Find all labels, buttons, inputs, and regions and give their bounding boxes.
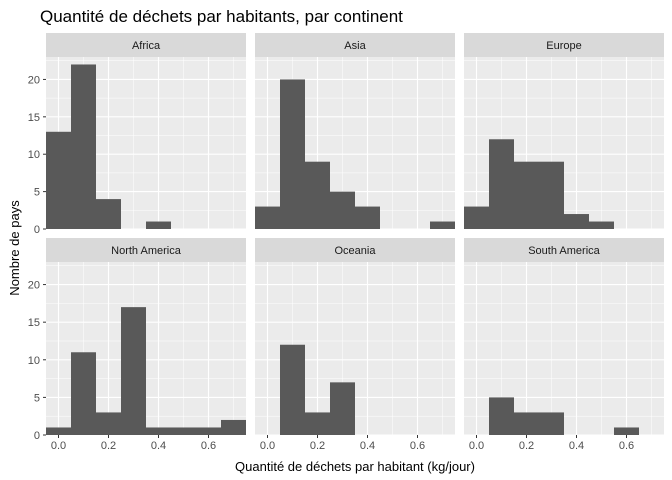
- x-tick-label: 0.4: [569, 440, 584, 452]
- histogram-bar: [196, 427, 221, 435]
- facet-strip: [464, 33, 664, 57]
- histogram-bar: [514, 161, 539, 229]
- x-tick-label: 0.4: [360, 440, 375, 452]
- facet-strip: [46, 33, 246, 57]
- facet-strip: [255, 238, 455, 262]
- histogram-bar: [589, 221, 614, 229]
- histogram-bar: [46, 427, 71, 435]
- facet-strip-label: Oceania: [335, 245, 377, 257]
- chart-title: Quantité de déchets par habitants, par c…: [40, 7, 403, 26]
- x-tick-label: 0.2: [519, 440, 534, 452]
- y-tick-label: 0: [34, 430, 40, 442]
- histogram-bar: [171, 427, 196, 435]
- x-tick-label: 0.0: [260, 440, 275, 452]
- histogram-bar: [539, 161, 564, 229]
- y-axis-title: Nombre de pays: [7, 200, 22, 296]
- histogram-bar: [305, 161, 330, 229]
- histogram-bar: [430, 221, 455, 229]
- facet-strip-label: Asia: [344, 40, 366, 52]
- x-tick-label: 0.6: [619, 440, 634, 452]
- histogram-bar: [71, 64, 96, 229]
- histogram-bar: [489, 397, 514, 435]
- y-tick-label: 15: [28, 317, 40, 329]
- histogram-bar: [564, 214, 589, 229]
- x-tick-label: 0.6: [201, 440, 216, 452]
- facet-africa: Africa 0 5 10 15 20: [28, 33, 246, 236]
- x-tick-label: 0.0: [51, 440, 66, 452]
- histogram-bar: [489, 139, 514, 229]
- x-tick-label: 0.6: [410, 440, 425, 452]
- facet-asia: Asia: [255, 33, 455, 230]
- histogram-bar: [146, 221, 171, 229]
- histogram-bar: [280, 344, 305, 435]
- y-tick-label: 5: [34, 392, 40, 404]
- facet-strip-label: North America: [111, 245, 182, 257]
- histogram-bar: [464, 206, 489, 229]
- x-tick-label: 0.0: [469, 440, 484, 452]
- facet-oceania: Oceania 0.0 0.2 0.4 0.6: [255, 238, 455, 452]
- histogram-bar: [330, 382, 355, 435]
- facet-north-america: North America 0 5 10 15 20 0.0 0.2 0.4 0.6: [28, 238, 246, 452]
- y-tick-label: 15: [28, 112, 40, 124]
- y-tick-label: 10: [28, 355, 40, 367]
- histogram-bar: [255, 206, 280, 229]
- histogram-bar: [355, 206, 380, 229]
- facet-south-america: South America 0.0 0.2 0.4 0.6: [464, 238, 664, 452]
- facet-strip-label: South America: [528, 245, 600, 257]
- facet-europe: Europe: [464, 33, 664, 230]
- facet-strip: [464, 238, 664, 262]
- y-tick-label: 5: [34, 187, 40, 199]
- x-tick-label: 0.2: [310, 440, 325, 452]
- histogram-bar: [121, 307, 146, 435]
- histogram-bar: [330, 191, 355, 229]
- histogram-bar: [305, 412, 330, 435]
- facet-strip: [46, 238, 246, 262]
- histogram-bar: [614, 427, 639, 435]
- y-tick-label: 20: [28, 74, 40, 86]
- facet-panels: Africa 0 5 10 15 20 Asia Europe North America 0 5 1…: [28, 33, 664, 452]
- facet-strip: [255, 33, 455, 57]
- histogram-bar: [514, 412, 539, 435]
- y-tick-label: 0: [34, 224, 40, 236]
- facet-strip-label: Africa: [132, 40, 161, 52]
- x-tick-label: 0.4: [151, 440, 166, 452]
- facet-strip-label: Europe: [546, 40, 581, 52]
- y-tick-label: 10: [28, 149, 40, 161]
- histogram-bar: [280, 79, 305, 229]
- y-tick-label: 20: [28, 280, 40, 292]
- x-tick-label: 0.2: [101, 440, 116, 452]
- histogram-bar: [96, 199, 121, 229]
- histogram-bar: [221, 419, 246, 435]
- histogram-bar: [146, 427, 171, 435]
- x-axis-title: Quantité de déchets par habitant (kg/jou…: [235, 459, 475, 474]
- histogram-bar: [96, 412, 121, 435]
- histogram-bar: [46, 131, 71, 229]
- histogram-bar: [539, 412, 564, 435]
- histogram-bar: [71, 352, 96, 435]
